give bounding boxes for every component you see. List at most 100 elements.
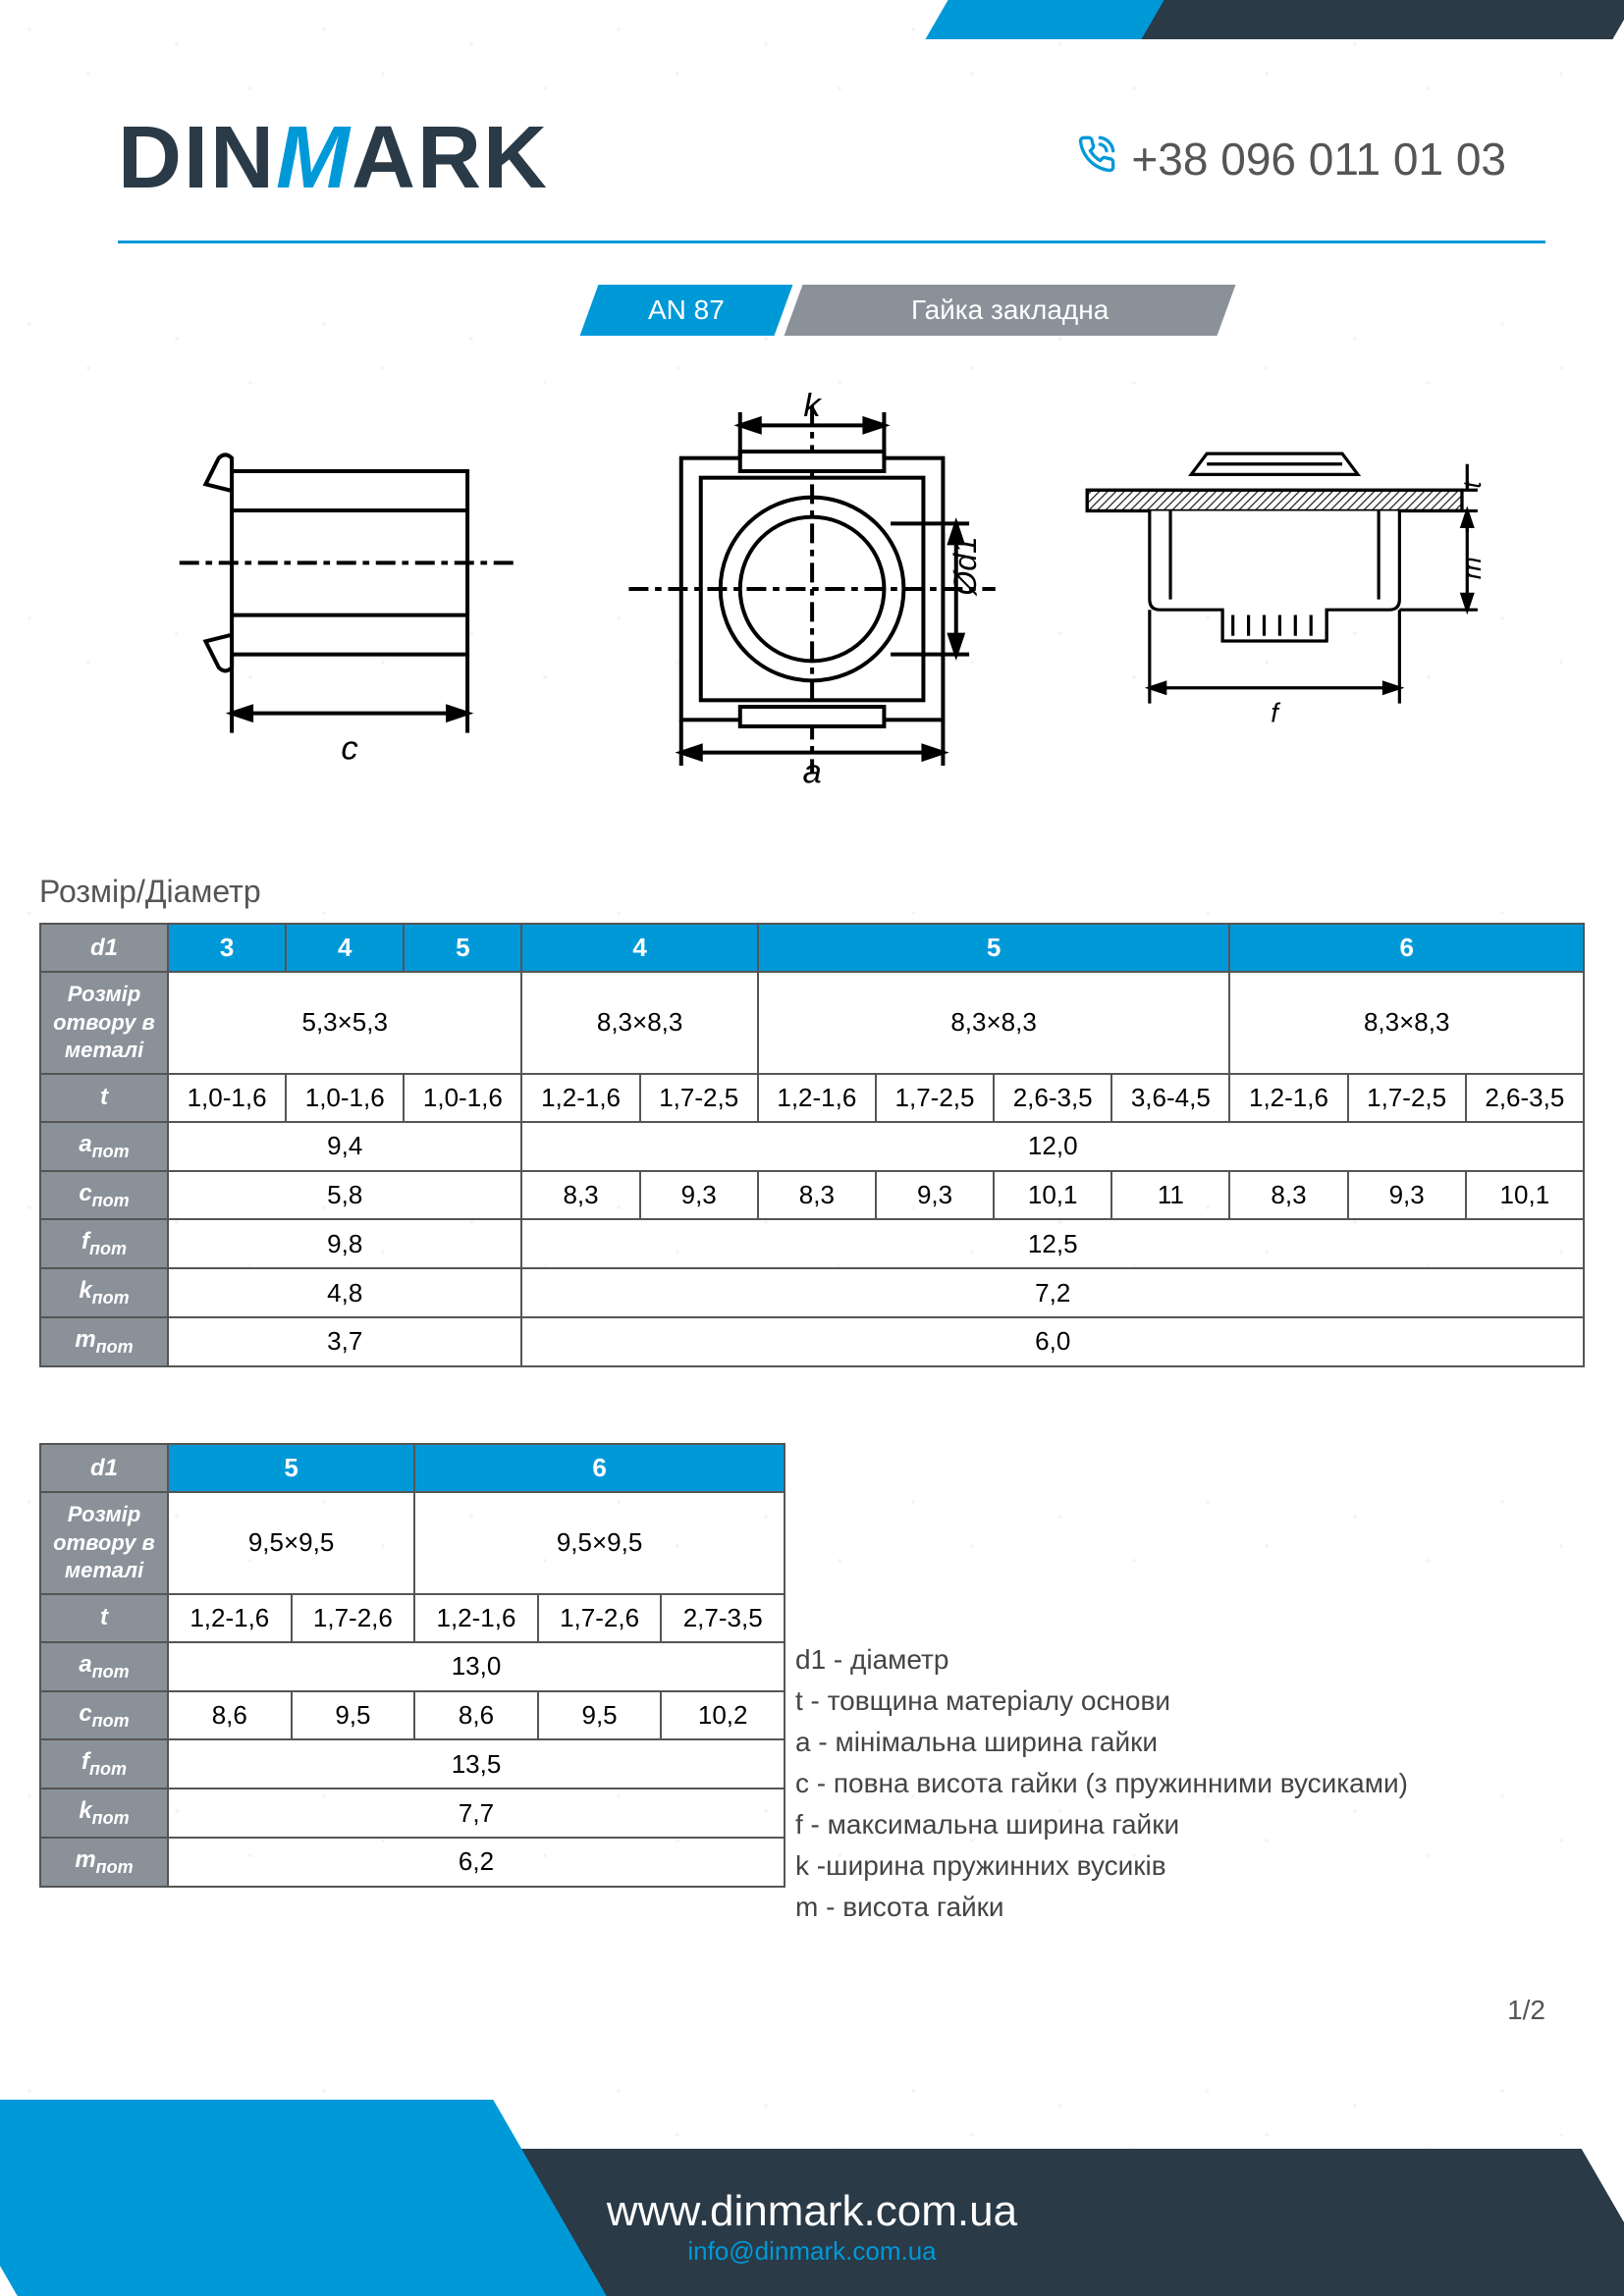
col-header: 5 [404, 924, 521, 972]
diagram-side-view: c [141, 393, 558, 785]
footer-email: info@dinmark.com.ua [607, 2236, 1017, 2267]
legend-a: a - мінімальна ширина гайки [795, 1722, 1408, 1763]
legend-c: c - повна висота гайки (з пружинними вус… [795, 1763, 1408, 1804]
cell: 1,0-1,6 [168, 1074, 286, 1122]
technical-diagrams: c [118, 393, 1506, 785]
footer-url: www.dinmark.com.ua [607, 2187, 1017, 2236]
col-header: 3 [168, 924, 286, 972]
cell: 1,7-2,5 [1348, 1074, 1466, 1122]
diagram-label-d1: Ød1 [947, 536, 983, 596]
table-row: aпот 13,0 [40, 1642, 785, 1691]
row-header-hole: Розмір отвору в металі [40, 972, 168, 1074]
product-code: AN 87 [580, 285, 793, 336]
cell: 13,0 [168, 1642, 785, 1691]
cell: 1,2-1,6 [758, 1074, 876, 1122]
legend-d1: d1 - діаметр [795, 1639, 1408, 1681]
table-1: d1 3 4 5 4 5 6 Розмір отвору в металі 5,… [39, 923, 1585, 1367]
cell: 7,2 [521, 1268, 1584, 1317]
table-row: Розмір отвору в металі 9,5×9,5 9,5×9,5 [40, 1492, 785, 1594]
diagram-label-f: f [1271, 698, 1281, 728]
table-row: fпот 9,8 12,5 [40, 1219, 1584, 1268]
cell: 2,6-3,5 [994, 1074, 1111, 1122]
phone-icon [1077, 134, 1116, 184]
diagram-label-c: c [341, 729, 357, 767]
diagram-section-view: f m t [1066, 393, 1483, 785]
cell: 1,0-1,6 [404, 1074, 521, 1122]
cell: 1,7-2,6 [538, 1594, 662, 1642]
row-header-f: fпот [40, 1219, 168, 1268]
cell: 5,3×5,3 [168, 972, 521, 1074]
table-row: mпот 6,2 [40, 1838, 785, 1887]
row-header-m: mпот [40, 1317, 168, 1366]
row-header-k: kпот [40, 1789, 168, 1838]
cell: 12,0 [521, 1122, 1584, 1171]
row-header-d1: d1 [40, 924, 168, 972]
row-header-a: aпот [40, 1642, 168, 1691]
logo-accent: M [276, 109, 352, 207]
diagram-label-m: m [1456, 557, 1483, 579]
cell: 1,7-2,5 [876, 1074, 994, 1122]
table-row: kпот 7,7 [40, 1789, 785, 1838]
phone-number: +38 096 011 01 03 [1131, 133, 1506, 186]
col-header: 5 [758, 924, 1230, 972]
cell: 10,1 [1466, 1171, 1584, 1220]
dimensions-table-2: d1 5 6 Розмір отвору в металі 9,5×9,5 9,… [39, 1443, 785, 1888]
cell: 2,7-3,5 [661, 1594, 785, 1642]
cell: 8,3×8,3 [1229, 972, 1584, 1074]
col-header: 4 [286, 924, 404, 972]
cell: 4,8 [168, 1268, 521, 1317]
cell: 9,8 [168, 1219, 521, 1268]
cell: 1,2-1,6 [168, 1594, 292, 1642]
cell: 6,0 [521, 1317, 1584, 1366]
col-header: 5 [168, 1444, 414, 1492]
legend: d1 - діаметр t - товщина матеріалу основ… [795, 1639, 1408, 1928]
cell: 1,2-1,6 [521, 1074, 639, 1122]
footer-blue [0, 2100, 607, 2296]
footer-text: www.dinmark.com.ua info@dinmark.com.ua [607, 2187, 1017, 2267]
row-header-t: t [40, 1074, 168, 1122]
cell: 3,7 [168, 1317, 521, 1366]
page-number: 1/2 [1507, 1995, 1545, 2026]
cell: 8,6 [168, 1691, 292, 1740]
cell: 8,6 [414, 1691, 538, 1740]
cell: 1,7-2,6 [292, 1594, 415, 1642]
table-2: d1 5 6 Розмір отвору в металі 9,5×9,5 9,… [39, 1443, 785, 1888]
legend-k: k -ширина пружинних вусиків [795, 1845, 1408, 1887]
cell: 9,3 [640, 1171, 758, 1220]
page: DINMARK +38 096 011 01 03 AN 87 Гайка за… [0, 0, 1624, 2296]
footer: www.dinmark.com.ua info@dinmark.com.ua [0, 2100, 1624, 2296]
row-header-d1: d1 [40, 1444, 168, 1492]
table-row: cпот 8,6 9,5 8,6 9,5 10,2 [40, 1691, 785, 1740]
cell: 1,2-1,6 [414, 1594, 538, 1642]
row-header-m: mпот [40, 1838, 168, 1887]
logo-part1: DIN [118, 109, 276, 207]
top-bar-dark [1141, 0, 1624, 39]
col-header: 4 [521, 924, 757, 972]
table-row: Розмір отвору в металі 5,3×5,3 8,3×8,3 8… [40, 972, 1584, 1074]
cell: 9,5×9,5 [414, 1492, 785, 1594]
row-header-c: cпот [40, 1691, 168, 1740]
cell: 3,6-4,5 [1111, 1074, 1229, 1122]
cell: 8,3 [1229, 1171, 1347, 1220]
col-header: 6 [1229, 924, 1584, 972]
cell: 8,3×8,3 [521, 972, 757, 1074]
table-row: d1 5 6 [40, 1444, 785, 1492]
top-accent-bar [937, 0, 1624, 39]
cell: 7,7 [168, 1789, 785, 1838]
row-header-f: fпот [40, 1739, 168, 1789]
cell: 11 [1111, 1171, 1229, 1220]
section-title: Розмір/Діаметр [39, 874, 261, 910]
row-header-k: kпот [40, 1268, 168, 1317]
cell: 10,2 [661, 1691, 785, 1740]
cell: 9,4 [168, 1122, 521, 1171]
logo-part2: ARK [352, 109, 549, 207]
table-row: d1 3 4 5 4 5 6 [40, 924, 1584, 972]
cell: 9,5 [538, 1691, 662, 1740]
table-row: kпот 4,8 7,2 [40, 1268, 1584, 1317]
header: DINMARK +38 096 011 01 03 [0, 108, 1624, 209]
table-row: t 1,0-1,6 1,0-1,6 1,0-1,6 1,2-1,6 1,7-2,… [40, 1074, 1584, 1122]
diagram-label-a: a [802, 753, 821, 785]
table-row: cпот 5,8 8,3 9,3 8,3 9,3 10,1 11 8,3 9,3… [40, 1171, 1584, 1220]
phone-section: +38 096 011 01 03 [1077, 133, 1506, 186]
table-row: aпот 9,4 12,0 [40, 1122, 1584, 1171]
